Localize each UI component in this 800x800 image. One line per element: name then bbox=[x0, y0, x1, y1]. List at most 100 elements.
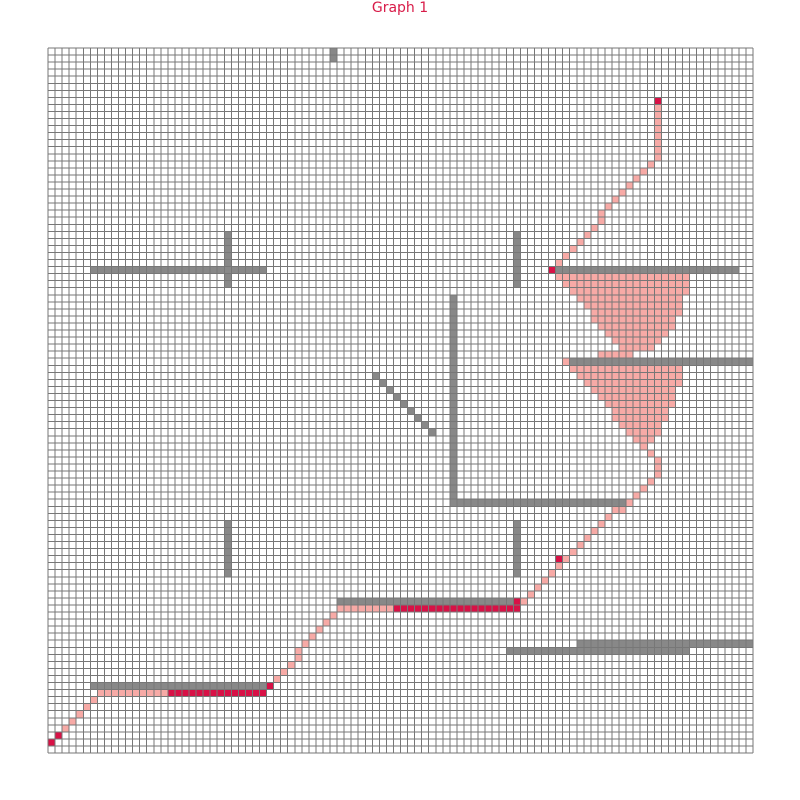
explored-cell bbox=[647, 428, 655, 436]
wall-cell bbox=[210, 682, 218, 690]
explored-cell bbox=[633, 294, 641, 302]
wall-cell bbox=[330, 48, 338, 56]
wall-cell bbox=[654, 640, 662, 648]
wall-cell bbox=[146, 266, 154, 274]
wall-cell bbox=[245, 266, 253, 274]
explored-cell bbox=[576, 238, 584, 246]
explored-cell bbox=[668, 322, 676, 330]
wall-cell bbox=[682, 358, 690, 366]
explored-cell bbox=[654, 463, 662, 471]
explored-cell bbox=[661, 365, 669, 373]
path-cell bbox=[407, 604, 415, 612]
explored-cell bbox=[661, 407, 669, 415]
explored-cell bbox=[604, 280, 612, 288]
explored-cell bbox=[640, 393, 648, 401]
wall-cell bbox=[506, 597, 514, 605]
explored-cell bbox=[647, 337, 655, 345]
explored-cell bbox=[604, 372, 612, 380]
explored-cell bbox=[640, 379, 648, 387]
wall-cell bbox=[654, 358, 662, 366]
grid-lines bbox=[47, 47, 754, 754]
wall-cell bbox=[710, 266, 718, 274]
explored-cell bbox=[661, 308, 669, 316]
wall-cell bbox=[449, 435, 457, 443]
path-cell bbox=[492, 604, 500, 612]
explored-cell bbox=[675, 294, 683, 302]
explored-cell bbox=[604, 400, 612, 408]
wall-cell bbox=[513, 541, 521, 549]
wall-cell bbox=[555, 266, 563, 274]
explored-cell bbox=[612, 315, 620, 323]
explored-cell bbox=[612, 301, 620, 309]
wall-cell bbox=[604, 358, 612, 366]
explored-cell bbox=[619, 287, 627, 295]
explored-cell bbox=[654, 337, 662, 345]
explored-cell bbox=[583, 372, 591, 380]
path-cell bbox=[231, 689, 239, 697]
wall-cell bbox=[745, 640, 753, 648]
explored-cell bbox=[640, 294, 648, 302]
explored-cell bbox=[675, 379, 683, 387]
explored-cell bbox=[386, 604, 394, 612]
wall-cell bbox=[196, 682, 204, 690]
path-cell bbox=[513, 597, 521, 605]
explored-cell bbox=[139, 689, 147, 697]
explored-cell bbox=[590, 273, 598, 281]
wall-cell bbox=[513, 252, 521, 260]
wall-cell bbox=[393, 597, 401, 605]
explored-cell bbox=[654, 386, 662, 394]
wall-cell bbox=[224, 259, 232, 267]
explored-cell bbox=[626, 379, 634, 387]
wall-cell bbox=[569, 647, 577, 655]
explored-cell bbox=[626, 365, 634, 373]
explored-cell bbox=[590, 224, 598, 232]
explored-cell bbox=[647, 308, 655, 316]
wall-cell bbox=[224, 266, 232, 274]
explored-cell bbox=[654, 471, 662, 479]
path-cell bbox=[548, 266, 556, 274]
explored-cell bbox=[626, 315, 634, 323]
wall-cell bbox=[675, 358, 683, 366]
wall-cell bbox=[224, 555, 232, 563]
wall-cell bbox=[421, 421, 429, 429]
explored-cell bbox=[344, 604, 352, 612]
explored-cell bbox=[668, 393, 676, 401]
wall-cell bbox=[513, 647, 521, 655]
wall-cell bbox=[224, 245, 232, 253]
explored-cell bbox=[640, 485, 648, 493]
explored-cell bbox=[626, 428, 634, 436]
wall-cell bbox=[724, 266, 732, 274]
explored-cell bbox=[633, 393, 641, 401]
explored-cell bbox=[626, 337, 634, 345]
wall-cell bbox=[717, 266, 725, 274]
wall-cell bbox=[710, 358, 718, 366]
explored-cell bbox=[604, 294, 612, 302]
wall-cell bbox=[513, 245, 521, 253]
wall-cell bbox=[513, 555, 521, 563]
explored-cell bbox=[576, 287, 584, 295]
explored-cell bbox=[661, 294, 669, 302]
explored-cell bbox=[590, 315, 598, 323]
wall-cell bbox=[717, 640, 725, 648]
explored-cell bbox=[160, 689, 168, 697]
explored-cell bbox=[118, 689, 126, 697]
wall-cell bbox=[449, 322, 457, 330]
wall-cell bbox=[527, 647, 535, 655]
explored-cell bbox=[619, 365, 627, 373]
explored-cell bbox=[104, 689, 112, 697]
wall-cell bbox=[449, 471, 457, 479]
wall-cell bbox=[675, 640, 683, 648]
explored-cell bbox=[330, 612, 338, 620]
path-cell bbox=[555, 555, 563, 563]
explored-cell bbox=[633, 372, 641, 380]
explored-cell bbox=[647, 393, 655, 401]
explored-cell bbox=[612, 196, 620, 204]
explored-cell bbox=[612, 273, 620, 281]
explored-cell bbox=[597, 217, 605, 225]
explored-cell bbox=[583, 231, 591, 239]
wall-cell bbox=[513, 548, 521, 556]
explored-cell bbox=[647, 294, 655, 302]
wall-cell bbox=[696, 640, 704, 648]
explored-cell bbox=[548, 569, 556, 577]
explored-cell bbox=[590, 365, 598, 373]
